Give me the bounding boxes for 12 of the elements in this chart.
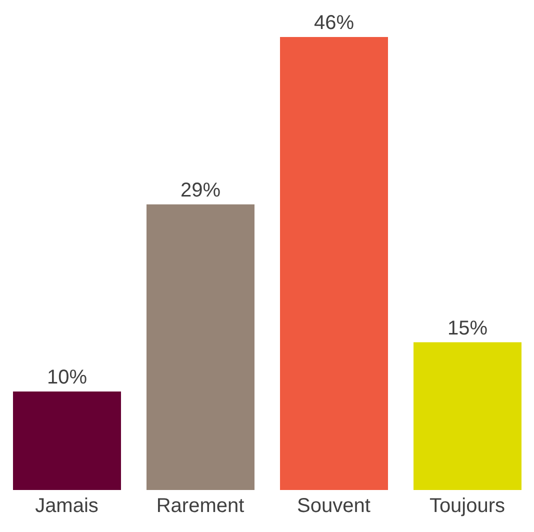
data-label: 10% — [46, 366, 88, 389]
bar — [414, 342, 522, 490]
data-label: 46% — [314, 12, 354, 34]
x-tick-label: Toujours — [429, 495, 506, 518]
x-tick-label: Souvent — [297, 495, 371, 518]
data-label: 15% — [447, 317, 488, 340]
bar — [13, 392, 121, 490]
bar — [146, 204, 254, 490]
bar — [280, 37, 388, 490]
x-tick-label: Rarement — [156, 495, 245, 518]
x-tick-label: Jamais — [35, 495, 98, 518]
data-label: 29% — [180, 179, 221, 202]
